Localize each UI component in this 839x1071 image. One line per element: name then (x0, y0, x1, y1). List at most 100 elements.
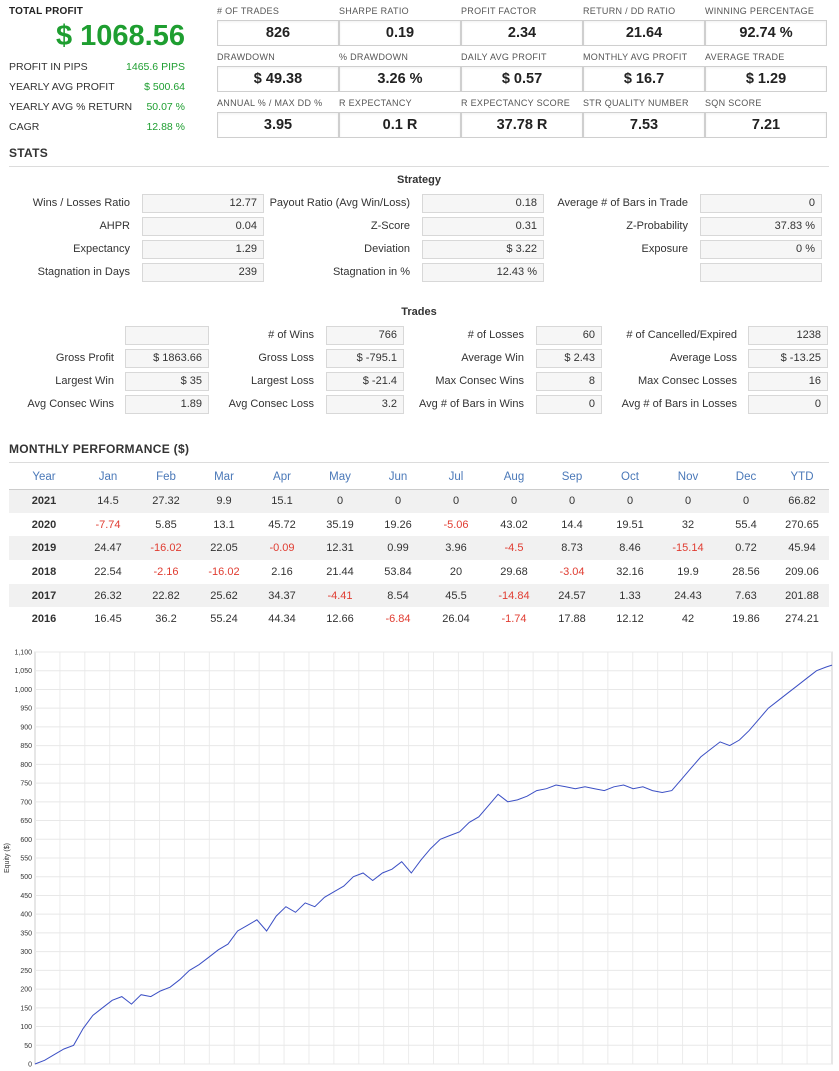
month-cell: 201.88 (775, 583, 829, 608)
strategy-value (700, 263, 822, 282)
trades-label: # of Wins (268, 329, 314, 341)
monthly-divider (9, 462, 829, 463)
month-cell: 55.24 (210, 613, 238, 626)
trades-value: $ 2.43 (536, 349, 602, 368)
y-tick-label: 1,050 (14, 668, 32, 675)
table-row: 2017 26.32 22.82 25.62 34.37 -4.41 8.54 45.5 -14… (9, 583, 829, 608)
stat-value: 1465.6 PIPS (126, 61, 185, 73)
trades-label: Gross Profit (55, 352, 114, 364)
month-cell: 45.72 (268, 518, 296, 531)
strategy-label: AHPR (99, 220, 130, 232)
month-cell: 270.65 (785, 518, 819, 531)
y-tick-label: 350 (20, 930, 32, 937)
metric-label: STR QUALITY NUMBER (583, 98, 689, 108)
month-cell: 0.72 (717, 536, 775, 561)
stat-value: 12.88 % (146, 121, 185, 133)
month-cell: 19.86 (732, 613, 760, 626)
month-cell: -4.5 (485, 536, 543, 561)
month-cell: 16.45 (94, 613, 122, 626)
trades-label: Max Consec Losses (637, 375, 737, 387)
trades-value: $ -13.25 (748, 349, 828, 368)
stat-label: PROFIT IN PIPS (9, 61, 88, 73)
strategy-value: 1.29 (142, 240, 264, 259)
metric-label: R EXPECTANCY (339, 98, 412, 108)
y-tick-label: 50 (24, 1043, 32, 1050)
strategy-value: 0.31 (422, 217, 544, 236)
stat-label: YEARLY AVG PROFIT (9, 81, 115, 93)
y-tick-label: 450 (20, 893, 32, 900)
month-cell: 32 (681, 518, 695, 531)
metric-9: AVERAGE TRADE $ 1.29 (705, 52, 827, 92)
month-cell: 24.57 (543, 583, 601, 608)
monthly-title: MONTHLY PERFORMANCE ($) (9, 442, 190, 456)
trades-label: # of Losses (467, 329, 524, 341)
month-cell: 7.63 (717, 583, 775, 608)
strategy-label: Z-Score (370, 220, 410, 232)
strategy-value: 0.18 (422, 194, 544, 213)
column-header: Mar (195, 466, 253, 490)
equity-chart: 0 50 100 150 200 250 300 350 400 450 500 550 600 650 7… (0, 640, 839, 1071)
column-header: Aug (485, 466, 543, 490)
metric-5: DRAWDOWN $ 49.38 (217, 52, 339, 92)
metric-label: # OF TRADES (217, 6, 280, 16)
metric-value: 0.1 R (339, 112, 461, 138)
month-cell: 19.9 (677, 565, 699, 578)
strategy-value: 0 % (700, 240, 822, 259)
month-cell: 42 (681, 613, 695, 626)
strategy-label: Z-Probability (626, 220, 688, 232)
trades-value: 766 (326, 326, 404, 345)
metric-value: 7.21 (705, 112, 827, 138)
month-cell: 12.31 (311, 536, 369, 561)
month-cell: -14.84 (485, 583, 543, 608)
month-cell: 25.62 (195, 583, 253, 608)
trades-label: Gross Loss (258, 352, 314, 364)
month-cell: -3.04 (559, 565, 585, 578)
month-cell: 3.96 (427, 536, 485, 561)
month-cell: 32.16 (616, 565, 644, 578)
y-axis-label: Equity ($) (4, 843, 11, 873)
year-cell: 2016 (31, 613, 57, 626)
trades-value: $ 1863.66 (125, 349, 209, 368)
strategy-label: Wins / Losses Ratio (32, 197, 130, 209)
month-cell: 2.16 (271, 565, 293, 578)
metric-value: $ 49.38 (217, 66, 339, 92)
metric-11: R EXPECTANCY 0.1 R (339, 98, 461, 138)
month-cell: 13.1 (213, 518, 235, 531)
trades-value: 0 (748, 395, 828, 414)
metric-value: 0.19 (339, 20, 461, 46)
y-tick-label: 600 (20, 837, 32, 844)
trades-label: Avg Consec Wins (27, 398, 114, 410)
strategy-title: Strategy (396, 174, 442, 186)
strategy-label: Stagnation in % (332, 266, 410, 278)
month-cell: 8.46 (601, 536, 659, 561)
metric-value: 2.34 (461, 20, 583, 46)
month-cell: 19.26 (384, 518, 412, 531)
trades-label: Avg # of Bars in Wins (419, 398, 524, 410)
stat-label: YEARLY AVG % RETURN (9, 101, 133, 113)
month-cell: 26.04 (442, 613, 470, 626)
month-cell: 8.73 (543, 536, 601, 561)
equity-chart-svg: 0 50 100 150 200 250 300 350 400 450 500 550 600 650 7… (4, 650, 833, 1069)
metric-label: AVERAGE TRADE (705, 52, 785, 62)
yearly-avg-profit-row: YEARLY AVG PROFIT $ 500.64 (9, 81, 185, 93)
strategy-value: 0.04 (142, 217, 264, 236)
month-cell: 14.5 (79, 489, 137, 513)
month-cell: 35.19 (326, 518, 354, 531)
stat-value: 50.07 % (146, 101, 185, 113)
monthly-table: Year Jan Feb Mar Apr May Jun Jul Aug Sep Oct Nov Dec… (9, 466, 829, 631)
metric-value: $ 0.57 (461, 66, 583, 92)
trades-value: $ -795.1 (326, 349, 404, 368)
month-cell: 22.05 (195, 536, 253, 561)
y-tick-label: 300 (20, 949, 32, 956)
year-cell: 2017 (9, 583, 79, 608)
y-tick-label: 650 (20, 818, 32, 825)
month-cell: 20 (449, 565, 463, 578)
column-header: Feb (137, 466, 195, 490)
month-cell: 0 (543, 489, 601, 513)
trades-value: 16 (748, 372, 828, 391)
month-cell: 45.94 (775, 536, 829, 561)
month-cell: 45.5 (427, 583, 485, 608)
metric-value: 37.78 R (461, 112, 583, 138)
month-cell: 55.4 (735, 518, 757, 531)
trades-value: 1.89 (125, 395, 209, 414)
